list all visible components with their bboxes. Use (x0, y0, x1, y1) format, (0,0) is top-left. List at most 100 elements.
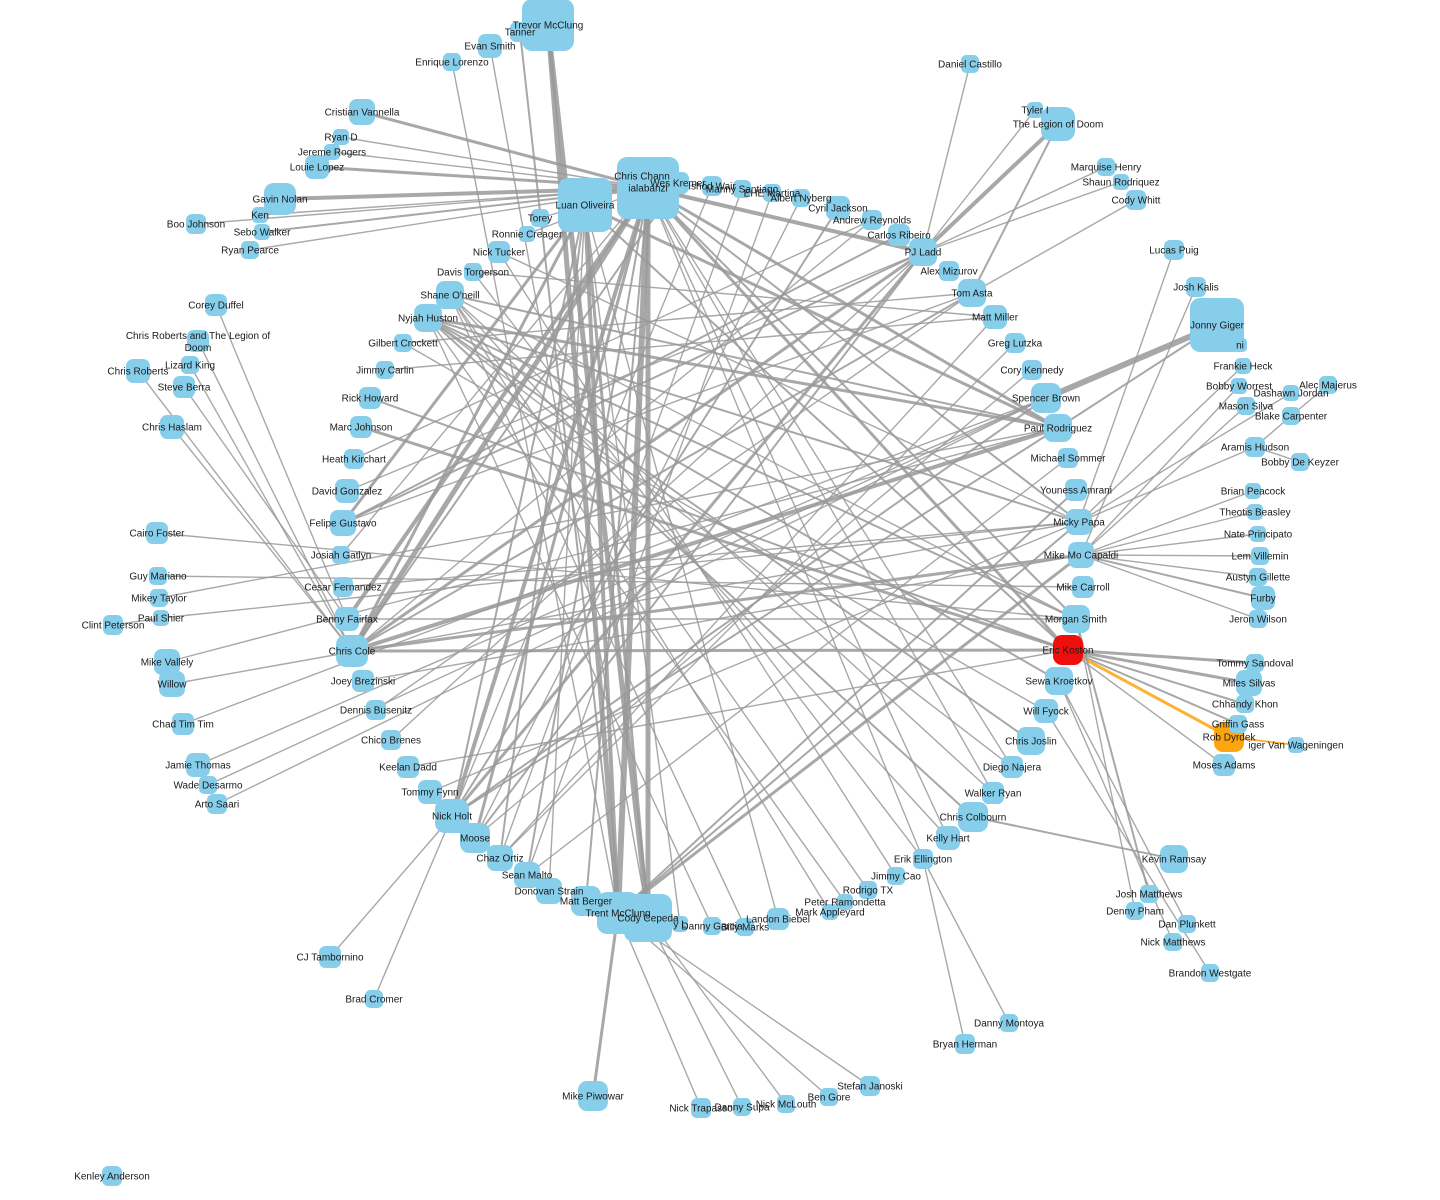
graph-node[interactable] (1237, 397, 1255, 415)
graph-node[interactable] (397, 756, 419, 778)
graph-node[interactable] (1247, 504, 1263, 520)
graph-node[interactable] (332, 546, 350, 564)
graph-node[interactable] (597, 892, 639, 934)
graph-node[interactable] (160, 415, 184, 439)
graph-node[interactable] (154, 649, 180, 675)
graph-node[interactable] (1140, 885, 1158, 903)
graph-node[interactable] (1072, 576, 1094, 598)
graph-node[interactable] (1027, 102, 1043, 118)
graph-node[interactable] (702, 176, 722, 196)
graph-node[interactable] (376, 361, 394, 379)
graph-node[interactable] (435, 799, 469, 833)
graph-node[interactable] (414, 304, 442, 332)
graph-node[interactable] (571, 886, 601, 916)
graph-node[interactable] (763, 184, 781, 202)
graph-node[interactable] (319, 946, 341, 968)
graph-node[interactable] (335, 607, 359, 631)
graph-node[interactable] (536, 878, 562, 904)
graph-node[interactable] (1251, 547, 1269, 565)
graph-node[interactable] (149, 567, 167, 585)
graph-node[interactable] (1283, 385, 1299, 401)
graph-node[interactable] (862, 210, 882, 230)
graph-node[interactable] (333, 129, 349, 145)
graph-node[interactable] (691, 1098, 711, 1118)
graph-node[interactable] (324, 144, 340, 160)
graph-node[interactable] (672, 916, 688, 932)
graph-node[interactable] (146, 522, 168, 544)
graph-node[interactable] (1245, 437, 1265, 457)
graph-node[interactable] (102, 1166, 122, 1186)
graph-node[interactable] (1249, 568, 1267, 586)
graph-node[interactable] (205, 294, 227, 316)
graph-node[interactable] (703, 917, 721, 935)
graph-node[interactable] (1017, 727, 1045, 755)
graph-node[interactable] (1249, 610, 1267, 628)
graph-node[interactable] (207, 794, 227, 814)
graph-node[interactable] (460, 823, 490, 853)
graph-node[interactable] (936, 826, 960, 850)
graph-node[interactable] (958, 279, 986, 307)
graph-node[interactable] (1235, 358, 1251, 374)
graph-node[interactable] (1126, 190, 1146, 210)
graph-node[interactable] (252, 207, 268, 223)
graph-node[interactable] (1160, 845, 1188, 873)
graph-node[interactable] (1282, 407, 1300, 425)
graph-node[interactable] (939, 261, 959, 281)
graph-node[interactable] (522, 0, 574, 51)
graph-node[interactable] (1034, 699, 1058, 723)
graph-node[interactable] (305, 155, 329, 179)
graph-node[interactable] (820, 1088, 838, 1106)
graph-node[interactable] (1190, 298, 1244, 352)
graph-node[interactable] (958, 802, 988, 832)
graph-node[interactable] (1231, 378, 1247, 394)
graph-node[interactable] (488, 241, 510, 263)
graph-node[interactable] (531, 209, 549, 227)
graph-node[interactable] (822, 904, 838, 920)
graph-node[interactable] (733, 1098, 751, 1116)
graph-node[interactable] (909, 238, 937, 266)
graph-node[interactable] (736, 918, 754, 936)
graph-node[interactable] (103, 615, 123, 635)
graph-node[interactable] (443, 53, 461, 71)
graph-node[interactable] (150, 589, 168, 607)
graph-node[interactable] (1066, 509, 1092, 535)
graph-node[interactable] (359, 387, 381, 409)
graph-node[interactable] (1031, 383, 1061, 413)
graph-node[interactable] (859, 881, 877, 899)
graph-node[interactable] (159, 671, 185, 697)
graph-node[interactable] (1113, 174, 1129, 190)
graph-node[interactable] (1164, 933, 1182, 951)
graph-node[interactable] (436, 281, 464, 309)
graph-node[interactable] (1045, 667, 1073, 695)
graph-node[interactable] (1044, 414, 1072, 442)
graph-node[interactable] (1097, 158, 1115, 176)
graph-node[interactable] (1053, 635, 1083, 665)
graph-node[interactable] (254, 224, 270, 240)
graph-node[interactable] (478, 34, 502, 58)
graph-node[interactable] (1246, 654, 1264, 672)
graph-node[interactable] (860, 1076, 880, 1096)
graph-node[interactable] (1236, 695, 1254, 713)
graph-node[interactable] (1186, 277, 1206, 297)
graph-node[interactable] (172, 713, 194, 735)
graph-node[interactable] (264, 183, 296, 215)
graph-node[interactable] (381, 730, 401, 750)
graph-node[interactable] (667, 172, 689, 194)
graph-node[interactable] (887, 867, 905, 885)
graph-node[interactable] (1062, 605, 1090, 633)
graph-node[interactable] (837, 894, 853, 910)
graph-node[interactable] (1022, 360, 1042, 380)
graph-node[interactable] (366, 700, 386, 720)
graph-node[interactable] (365, 990, 383, 1008)
graph-node[interactable] (418, 780, 442, 804)
graph-node[interactable] (767, 908, 789, 930)
graph-node[interactable] (333, 577, 353, 597)
graph-node[interactable] (733, 180, 751, 198)
graph-node[interactable] (1068, 542, 1094, 568)
graph-node[interactable] (1164, 240, 1184, 260)
graph-node[interactable] (1178, 915, 1196, 933)
graph-node[interactable] (1288, 737, 1304, 753)
graph-node[interactable] (558, 178, 612, 232)
graph-node[interactable] (955, 1034, 975, 1054)
graph-node[interactable] (983, 305, 1007, 329)
